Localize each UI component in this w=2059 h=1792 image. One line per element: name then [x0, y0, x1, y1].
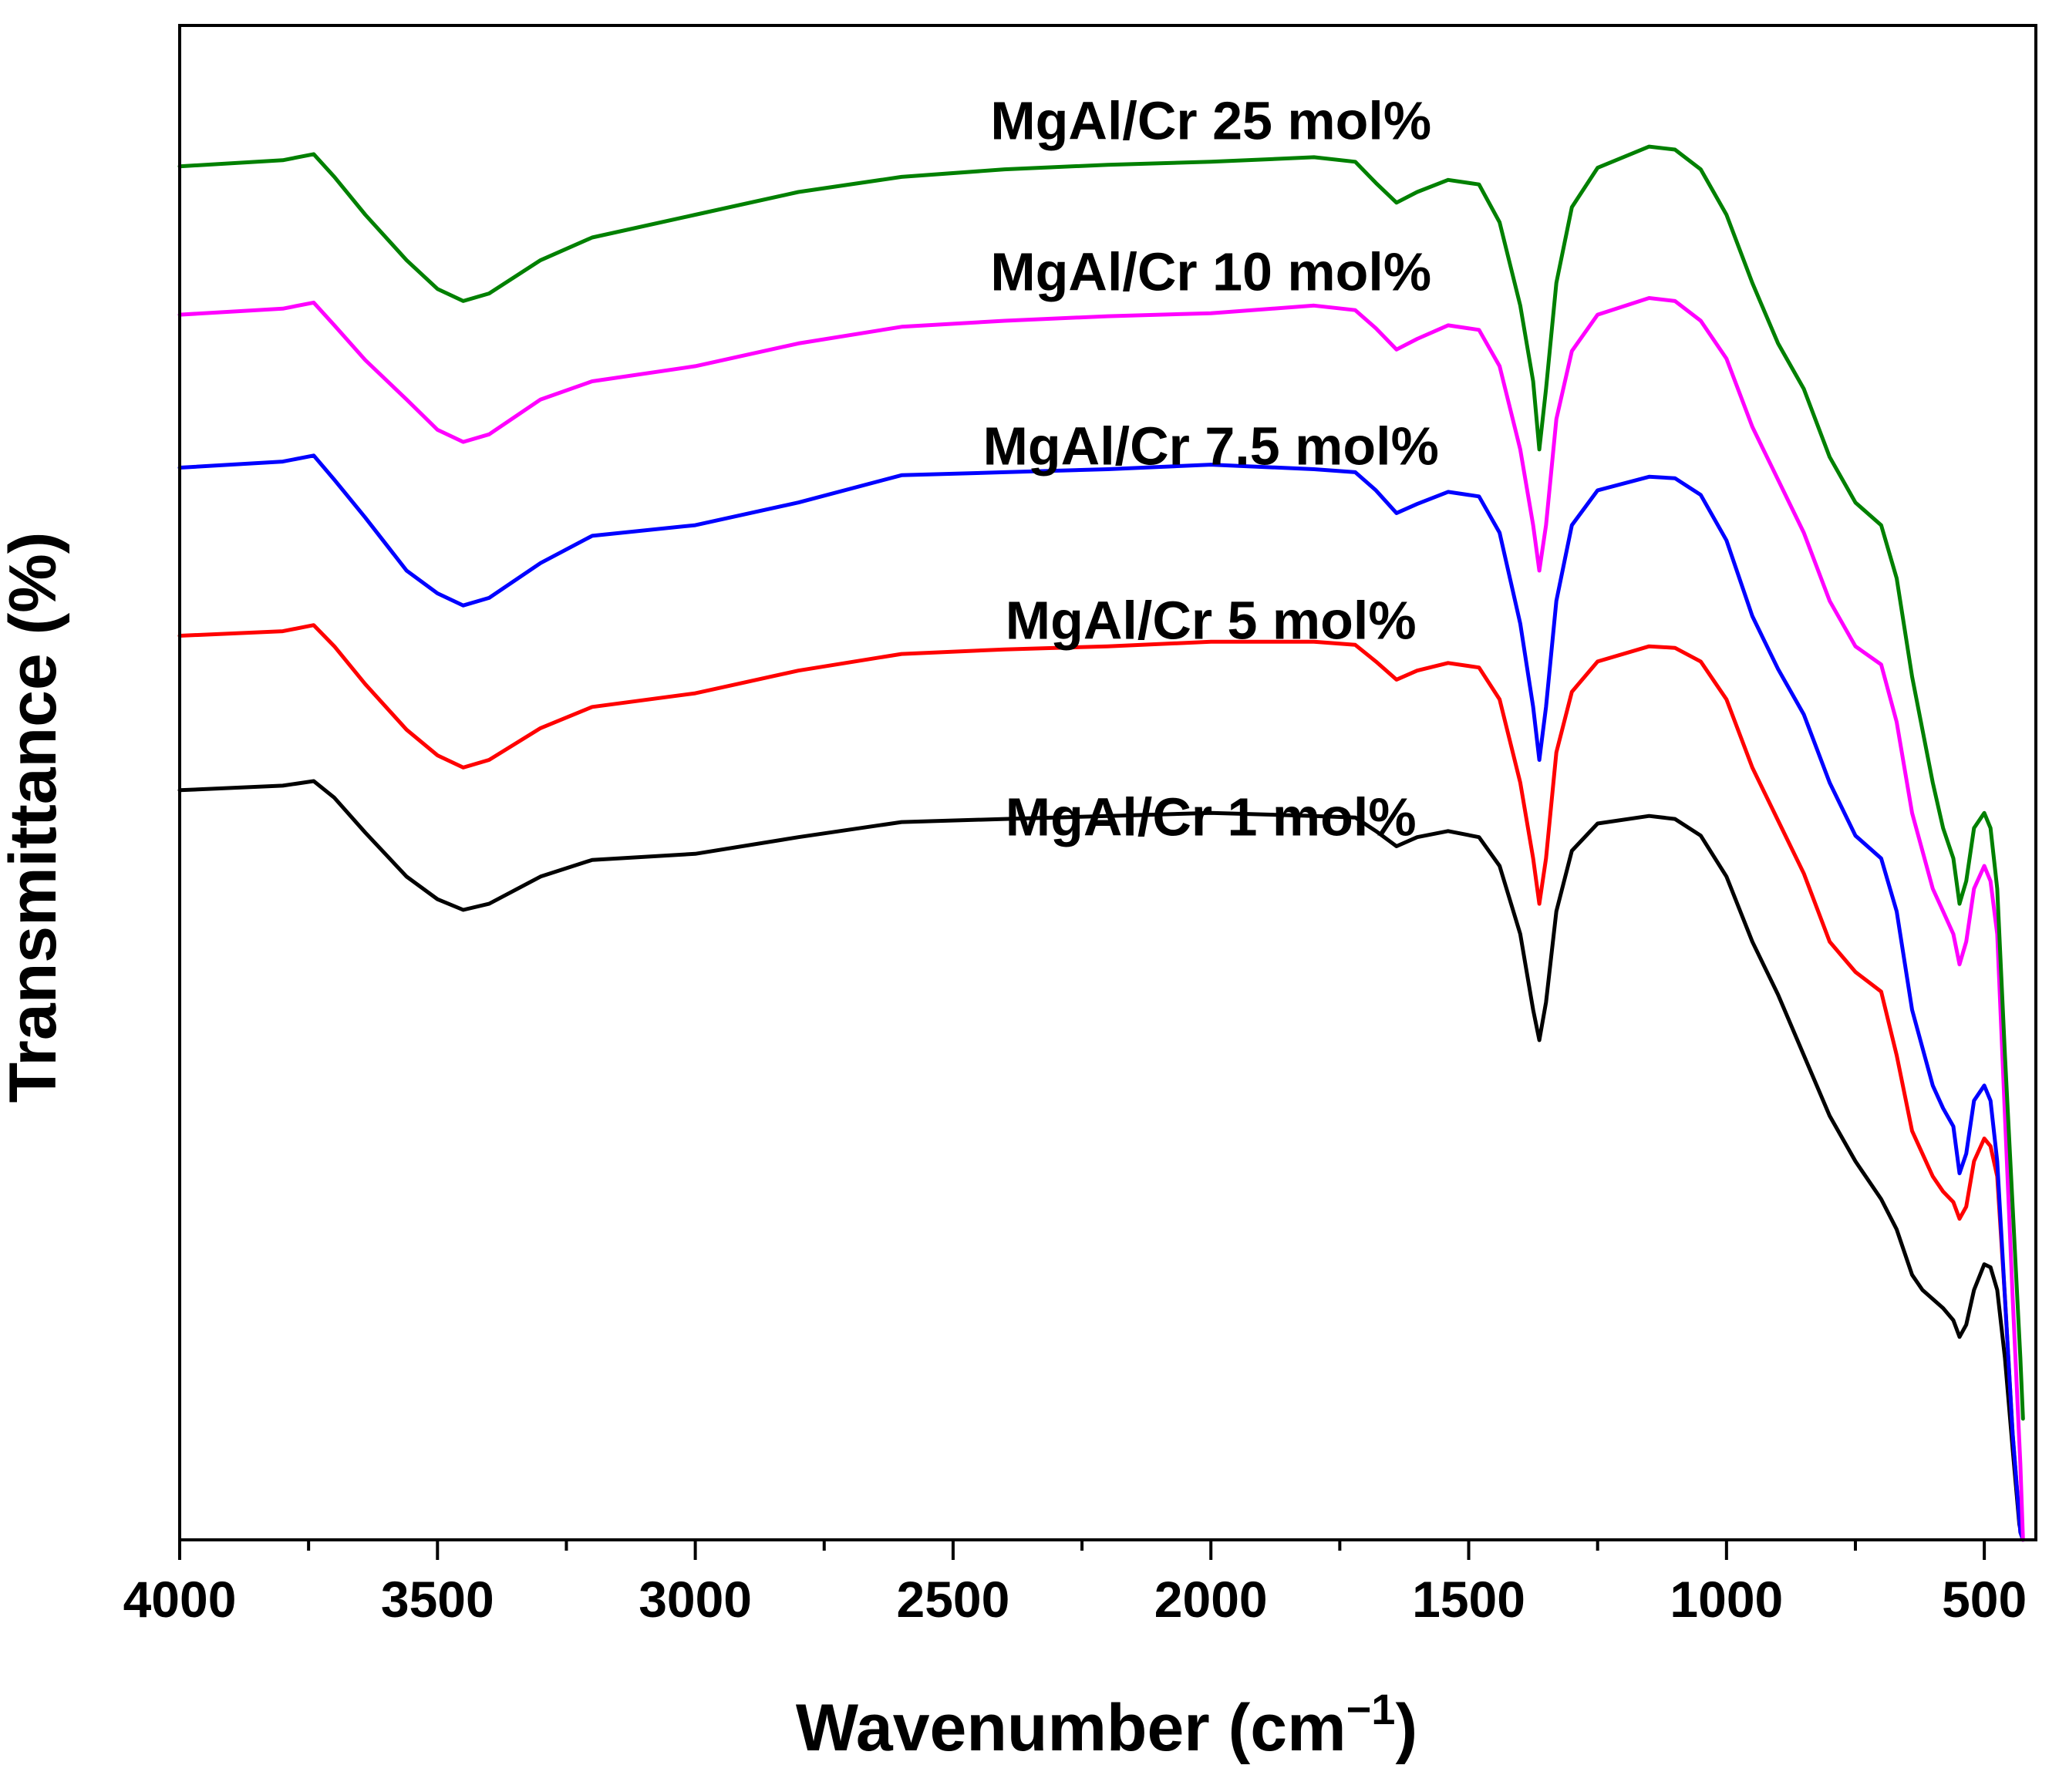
series-labels: MgAl/Cr 1 mol% MgAl/Cr 5 mol% MgAl/Cr 7.5 … — [983, 90, 1439, 847]
series-label-mgal-cr-10-mol: MgAl/Cr 10 mol% — [990, 242, 1431, 302]
x-tick-label-3500: 3500 — [381, 1571, 494, 1628]
series-line-mgal-cr-10-mol — [177, 296, 2025, 1542]
series-line-mgal-cr-7-5-mol — [177, 453, 2025, 1542]
series-label-mgal-cr-1-mol: MgAl/Cr 1 mol% — [1006, 787, 1417, 847]
x-tick-label-1000: 1000 — [1670, 1571, 1783, 1628]
plot-frame — [178, 24, 2037, 1541]
series-label-mgal-cr-25-mol: MgAl/Cr 25 mol% — [990, 90, 1431, 150]
x-axis-tick-labels: 4000 3500 3000 2500 2000 1500 1000 500 — [123, 1571, 2027, 1628]
y-axis-title: Transmittance (%) — [0, 532, 70, 1103]
series-label-mgal-cr-7-5-mol: MgAl/Cr 7.5 mol% — [983, 416, 1439, 477]
x-tick-label-500: 500 — [1942, 1571, 2027, 1628]
series-line-mgal-cr-5-mol — [177, 623, 2025, 1542]
x-tick-label-2500: 2500 — [897, 1571, 1010, 1628]
series-curves — [177, 144, 2025, 1542]
x-tick-label-2000: 2000 — [1154, 1571, 1268, 1628]
x-axis-title-superscript: −1 — [1346, 1685, 1396, 1733]
x-axis-title: Wavenumber (cm−1) — [796, 1685, 1417, 1765]
x-tick-label-4000: 4000 — [123, 1571, 237, 1628]
x-axis-title-close: ) — [1395, 1691, 1417, 1765]
series-line-mgal-cr-1-mol — [177, 779, 2025, 1542]
series-line-mgal-cr-25-mol — [177, 144, 2025, 1421]
series-label-mgal-cr-5-mol: MgAl/Cr 5 mol% — [1006, 590, 1417, 650]
x-tick-label-1500: 1500 — [1412, 1571, 1525, 1628]
x-tick-label-3000: 3000 — [639, 1571, 752, 1628]
x-axis-ticks — [178, 1540, 1987, 1560]
